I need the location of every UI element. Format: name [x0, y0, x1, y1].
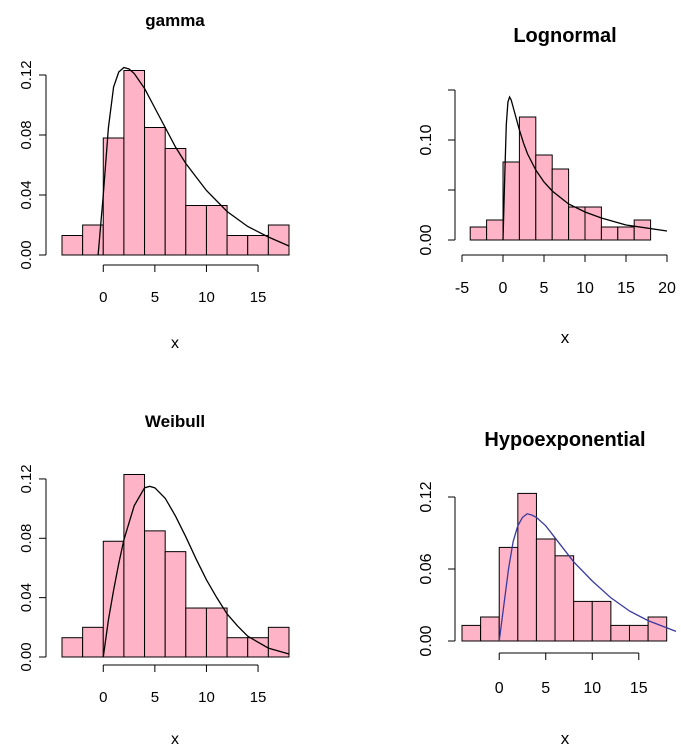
density-curve	[498, 513, 677, 642]
panel-weibull: Weibull x 0 5 10 15 0.00 0.04 0.08 0.12	[18, 412, 290, 748]
x-tick-label: 15	[630, 680, 648, 697]
x-tick-label: 5	[541, 680, 550, 697]
y-tick-label: 0.04	[18, 583, 35, 612]
x-tick-label: 15	[617, 280, 635, 297]
x-tick-label: 5	[540, 280, 549, 297]
histogram-bar	[610, 624, 630, 642]
histogram-bar	[591, 600, 612, 642]
histogram-bar	[61, 637, 84, 658]
panel-hypoexponential: Hypoexponential x 0 5 10 15 0.00 0.06 0.12	[418, 429, 677, 748]
histogram-bar	[469, 226, 488, 241]
histogram-bar	[628, 624, 649, 642]
x-axis-label: x	[171, 731, 179, 748]
panel-title: Hypoexponential	[484, 429, 645, 451]
panel-gamma: gamma x 0 5 10 15 0.00 0.04 0.08 0.12	[18, 11, 290, 352]
x-tick-label: 0	[99, 689, 107, 706]
y-tick-label: 0.12	[418, 481, 435, 512]
panel-title: Lognormal	[513, 25, 616, 47]
histogram-bar	[647, 616, 668, 642]
histogram-bar	[82, 626, 104, 658]
histogram-bar	[61, 235, 84, 256]
histogram-bar	[205, 607, 228, 658]
panel-title: Weibull	[145, 412, 205, 431]
x-tick-label: 0	[99, 289, 107, 306]
density-curve	[102, 485, 290, 658]
x-axis-label: x	[561, 729, 570, 748]
x-tick-label: 0	[499, 280, 508, 297]
histogram-bar	[498, 546, 519, 642]
x-tick-label: 10	[198, 689, 215, 706]
histogram-bar	[123, 473, 146, 658]
histogram-bar	[185, 205, 207, 256]
y-tick-label: 0.00	[418, 625, 435, 656]
y-tick-label: 0.00	[18, 240, 35, 269]
histogram-bar	[535, 154, 553, 241]
x-axis-label: x	[561, 328, 570, 347]
histogram-bar	[551, 168, 570, 241]
x-tick-label: 10	[576, 280, 594, 297]
x-tick-label: 5	[151, 289, 159, 306]
x-tick-label: 20	[658, 280, 676, 297]
y-tick-label: 0.00	[418, 224, 435, 255]
histogram-bar	[617, 226, 635, 241]
x-tick-label: -5	[455, 280, 469, 297]
histogram-bar	[102, 540, 125, 658]
x-tick-label: 15	[250, 289, 267, 306]
y-tick-label: 0.06	[418, 553, 435, 584]
x-axis-label: x	[171, 335, 179, 352]
histogram-bar	[247, 235, 269, 256]
histogram-bar	[247, 637, 269, 658]
histogram-bar	[164, 551, 187, 658]
histogram-bar	[123, 70, 146, 256]
y-tick-label: 0.04	[18, 180, 35, 209]
histogram-bar	[205, 205, 228, 256]
histogram-bar	[226, 637, 249, 658]
histogram-bar	[573, 600, 593, 642]
histogram-bar	[480, 616, 500, 642]
histogram-bar	[267, 224, 290, 256]
histogram-bar	[486, 219, 504, 241]
y-tick-label: 0.00	[18, 642, 35, 671]
x-tick-label: 10	[198, 289, 215, 306]
histogram-bar	[518, 116, 537, 241]
histogram-bar	[461, 624, 482, 642]
density-curve	[97, 66, 290, 256]
y-tick-label: 0.08	[18, 120, 35, 149]
y-tick-label: 0.10	[418, 124, 435, 155]
panel-title: gamma	[145, 11, 205, 30]
panel-lognormal: Lognormal x -5 0 5 10 15 20 0.00 0.10	[418, 25, 676, 347]
x-tick-label: 0	[495, 680, 504, 697]
y-tick-label: 0.12	[18, 464, 35, 493]
x-tick-label: 10	[583, 680, 601, 697]
histogram-bar	[600, 226, 619, 241]
y-tick-label: 0.08	[18, 524, 35, 553]
x-tick-label: 15	[250, 689, 267, 706]
histogram-bar	[633, 219, 652, 241]
histogram-bar	[568, 206, 586, 241]
histogram-bar	[144, 530, 166, 658]
histogram-bar	[535, 538, 556, 642]
histogram-bar	[226, 235, 249, 256]
histogram-bar	[185, 607, 207, 658]
histogram-bar	[584, 206, 602, 241]
histogram-bar	[554, 555, 575, 642]
x-tick-label: 5	[151, 689, 159, 706]
histogram-bar	[144, 127, 166, 256]
y-tick-label: 0.12	[18, 60, 35, 89]
density-curve	[502, 95, 668, 241]
histogram-bar	[164, 148, 187, 256]
